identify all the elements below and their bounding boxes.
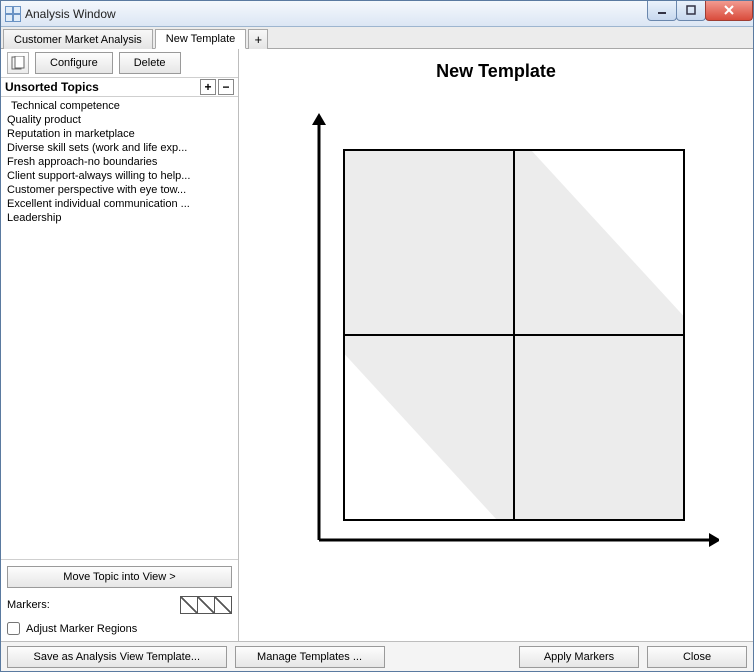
close-button[interactable]: [705, 1, 753, 21]
adjust-marker-regions-checkbox[interactable]: [7, 622, 20, 635]
markers-label: Markers:: [7, 599, 50, 611]
delete-button[interactable]: Delete: [119, 52, 181, 74]
list-item[interactable]: Customer perspective with eye tow...: [1, 183, 234, 197]
tabstrip: Customer Market Analysis New Template +: [1, 27, 753, 49]
save-template-button[interactable]: Save as Analysis View Template...: [7, 646, 227, 668]
sidebar: Configure Delete Unsorted Topics + − Tec…: [1, 49, 239, 641]
marker-2[interactable]: [197, 596, 215, 614]
tab-new-template[interactable]: New Template: [155, 29, 247, 49]
maximize-button[interactable]: [676, 1, 706, 21]
configure-button[interactable]: Configure: [35, 52, 113, 74]
list-item[interactable]: Fresh approach-no boundaries: [1, 155, 234, 169]
adjust-marker-regions-label: Adjust Marker Regions: [26, 623, 137, 635]
window-buttons: [648, 1, 753, 21]
quadrant-chart: [279, 105, 719, 575]
app-icon: [5, 6, 21, 22]
list-item[interactable]: Client support-always willing to help...: [1, 169, 234, 183]
window-title: Analysis Window: [25, 7, 648, 21]
marker-3[interactable]: [214, 596, 232, 614]
add-topic-button[interactable]: +: [200, 79, 216, 95]
titlebar: Analysis Window: [1, 1, 753, 27]
move-topic-button[interactable]: Move Topic into View >: [7, 566, 232, 588]
minimize-icon: [657, 5, 667, 15]
quadrant-chart-svg: [279, 105, 719, 575]
tab-customer-market-analysis[interactable]: Customer Market Analysis: [3, 29, 153, 49]
tab-label: New Template: [166, 33, 236, 45]
minimize-button[interactable]: [647, 1, 677, 21]
list-item[interactable]: Technical competence: [1, 99, 234, 113]
sidebar-footer: Move Topic into View > Markers: Adjust M…: [1, 559, 238, 641]
sidebar-toolbar: Configure Delete: [1, 49, 238, 77]
footer: Save as Analysis View Template... Manage…: [1, 641, 753, 671]
markers-row: Markers:: [7, 596, 232, 614]
template-icon: [11, 56, 25, 70]
tab-label: Customer Market Analysis: [14, 34, 142, 46]
topics-list: Technical competenceQuality productReput…: [1, 97, 238, 559]
plus-icon: +: [254, 33, 262, 46]
chart-title: New Template: [239, 61, 753, 82]
maximize-icon: [686, 5, 696, 15]
tab-add[interactable]: +: [248, 29, 268, 49]
body: Configure Delete Unsorted Topics + − Tec…: [1, 49, 753, 641]
analysis-window: Analysis Window Customer Market Analysis…: [0, 0, 754, 672]
list-item[interactable]: Excellent individual communication ...: [1, 197, 234, 211]
unsorted-topics-header: Unsorted Topics + −: [1, 77, 238, 97]
list-item[interactable]: Leadership: [1, 211, 234, 225]
list-item[interactable]: Diverse skill sets (work and life exp...: [1, 141, 234, 155]
template-icon-button[interactable]: [7, 52, 29, 74]
apply-markers-button[interactable]: Apply Markers: [519, 646, 639, 668]
adjust-marker-regions-row[interactable]: Adjust Marker Regions: [7, 622, 232, 635]
manage-templates-button[interactable]: Manage Templates ...: [235, 646, 385, 668]
main-panel: New Template: [239, 49, 753, 641]
close-footer-button[interactable]: Close: [647, 646, 747, 668]
marker-1[interactable]: [180, 596, 198, 614]
close-icon: [723, 5, 735, 15]
remove-topic-button[interactable]: −: [218, 79, 234, 95]
unsorted-topics-heading: Unsorted Topics: [5, 80, 99, 94]
marker-set: [181, 596, 232, 614]
list-item[interactable]: Reputation in marketplace: [1, 127, 234, 141]
list-item[interactable]: Quality product: [1, 113, 234, 127]
